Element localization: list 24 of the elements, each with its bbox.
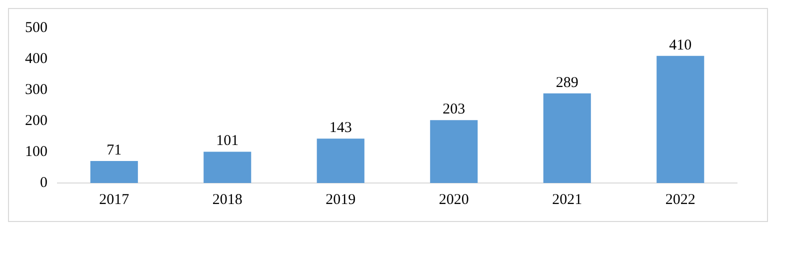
x-tick-label: 2017	[99, 192, 130, 208]
bar	[656, 56, 704, 183]
data-label: 203	[442, 102, 466, 118]
y-tick-label: 100	[25, 144, 48, 160]
bar	[543, 93, 591, 183]
data-label: 101	[216, 133, 239, 150]
data-label: 289	[556, 74, 578, 91]
data-label: 143	[329, 120, 352, 136]
bar	[316, 138, 364, 183]
y-tick-label: 200	[25, 112, 48, 129]
x-tick-label: 2019	[326, 192, 356, 208]
x-tick-label: 2022	[665, 192, 696, 208]
bar	[90, 160, 138, 183]
data-label: 71	[106, 142, 122, 158]
y-tick-label: 0	[40, 174, 48, 191]
bar	[204, 152, 252, 183]
y-tick-label: 300	[25, 82, 48, 98]
data-label: 410	[669, 37, 692, 54]
x-tick-label: 2020	[438, 192, 469, 208]
bar	[430, 120, 478, 183]
y-tick-label: 400	[25, 50, 48, 67]
x-tick-label: 2018	[212, 192, 242, 208]
x-tick-label: 2021	[552, 192, 582, 208]
y-tick-label: 500	[25, 20, 48, 36]
